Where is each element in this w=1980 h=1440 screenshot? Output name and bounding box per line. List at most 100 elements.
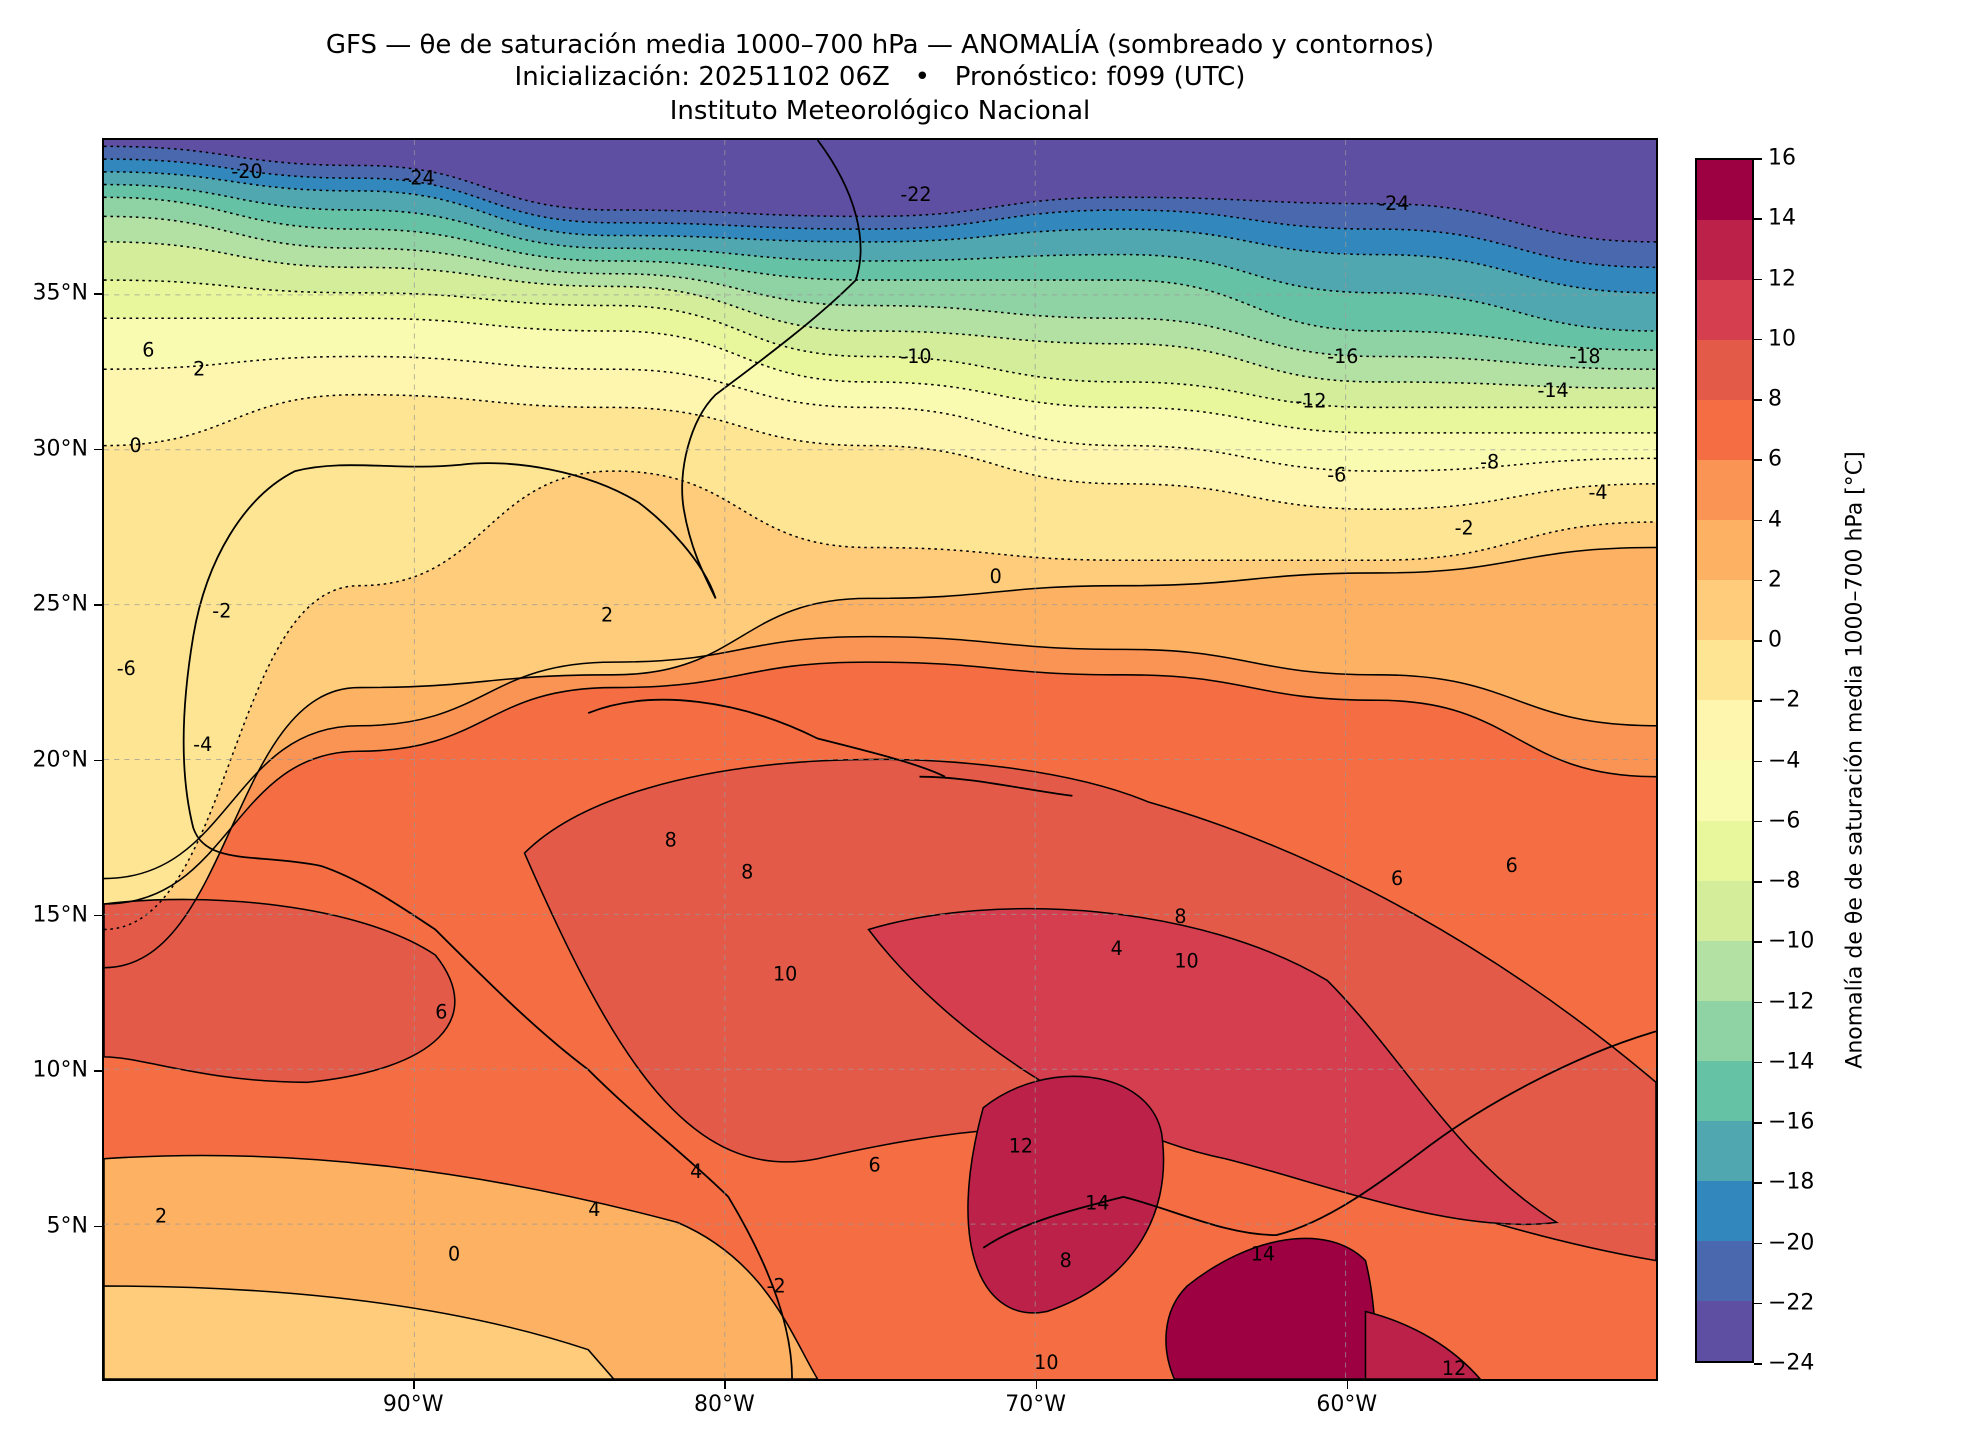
- coastline-0: [182, 140, 862, 1379]
- colorbar-tick-label: 2: [1768, 567, 1782, 593]
- contour-label: 2: [193, 358, 205, 381]
- colorbar-tick-mark: [1754, 1061, 1762, 1064]
- colorbar-tick-label: −14: [1768, 1049, 1815, 1075]
- contour-line--10: [104, 279, 1656, 409]
- contour-label: -12: [1295, 389, 1326, 412]
- y-tick-mark: [94, 759, 102, 761]
- colorbar-tick-label: −10: [1768, 928, 1815, 954]
- contour-label: -2: [212, 600, 231, 623]
- contour-label: -20: [231, 160, 262, 183]
- contour-label: 2: [601, 603, 613, 626]
- colorbar-tick-label: 4: [1768, 507, 1782, 532]
- colorbar-tick-label: −20: [1768, 1230, 1815, 1255]
- colorbar-tick-label: −24: [1768, 1350, 1815, 1376]
- map-plot-area: -20 -24 -22 -24 -10 -16 -12 -18 -14 -8 -6 -4 -2 0 2 -2-…: [102, 138, 1658, 1381]
- colorbar-swatch: [1697, 1240, 1752, 1301]
- colorbar-tick-mark: [1754, 760, 1762, 762]
- x-tick-mark: [1035, 1381, 1038, 1389]
- colorbar-swatch: [1697, 940, 1752, 1001]
- contour-label: -22: [900, 183, 931, 206]
- contour-label: -24: [1378, 192, 1409, 215]
- contour-label: 4: [690, 1160, 702, 1183]
- x-tick-label: 80°W: [694, 1392, 755, 1417]
- warm-anomaly-region-3: [104, 1285, 615, 1379]
- colorbar-tick-mark: [1754, 1302, 1762, 1305]
- colorbar-tick-label: 16: [1768, 145, 1796, 171]
- y-tick-label: 10°N: [32, 1057, 88, 1083]
- colorbar-tick-mark: [1754, 218, 1762, 220]
- contour-label: 8: [1060, 1249, 1072, 1272]
- coastline-3: [982, 1030, 1656, 1249]
- colorbar-tick-mark: [1754, 1363, 1762, 1365]
- y-tick-label: 25°N: [32, 591, 88, 617]
- colorbar-swatch: [1697, 460, 1752, 521]
- y-tick-mark: [94, 448, 102, 451]
- contour-label: 6: [869, 1153, 881, 1176]
- warm-anomaly-region-1: [104, 898, 456, 1084]
- colorbar-tick-mark: [1754, 820, 1762, 823]
- colorbar-swatch: [1697, 700, 1752, 761]
- colorbar: [1695, 158, 1754, 1363]
- colorbar-swatch: [1697, 520, 1752, 581]
- contour-label: 2: [155, 1204, 167, 1227]
- colorbar-label: Anomalía de θe de saturación media 1000–…: [1842, 451, 1868, 1069]
- contour-label: 6: [142, 338, 154, 361]
- colorbar-tick-mark: [1754, 881, 1762, 883]
- x-tick-label: 90°W: [382, 1392, 444, 1417]
- warm-anomaly-region-7: [1364, 1310, 1482, 1379]
- contour-label: -4: [193, 733, 212, 756]
- y-tick-label: 15°N: [32, 902, 88, 928]
- contour-label: 6: [1506, 854, 1518, 877]
- colorbar-swatch: [1697, 640, 1752, 701]
- colorbar-tick-label: −22: [1768, 1290, 1815, 1316]
- contour-label: 10: [773, 962, 797, 985]
- contour-label: 8: [741, 861, 753, 884]
- colorbar-tick-mark: [1754, 278, 1762, 280]
- y-tick-mark: [94, 293, 102, 295]
- colorbar-tick-mark: [1754, 1182, 1762, 1184]
- warm-anomaly-region-5: [967, 1075, 1165, 1314]
- coastline-2: [919, 775, 1073, 797]
- contour-line--4: [104, 393, 1656, 511]
- y-tick-label: 5°N: [46, 1213, 88, 1239]
- chart-subtitle-institution: Instituto Meteorológico Nacional: [669, 96, 1091, 126]
- contour-line-0: [104, 546, 1656, 969]
- colorbar-swatch: [1697, 1060, 1752, 1121]
- colorbar-tick-mark: [1754, 700, 1762, 702]
- colorbar-tick-label: 6: [1768, 446, 1782, 472]
- contour-line--6: [104, 355, 1656, 472]
- contour-line-4: [104, 661, 1656, 905]
- contour-line--8: [104, 317, 1656, 434]
- colorbar-tick-label: −8: [1768, 868, 1801, 894]
- colorbar-swatch: [1697, 580, 1752, 641]
- contour-line--14: [104, 215, 1656, 370]
- colorbar-swatch: [1697, 400, 1752, 461]
- colorbar-swatch: [1697, 760, 1752, 821]
- y-tick-mark: [94, 914, 102, 917]
- colorbar-swatch: [1697, 220, 1752, 281]
- colorbar-tick-label: 12: [1768, 266, 1796, 291]
- contour-label: 4: [588, 1198, 600, 1221]
- y-tick-mark: [94, 1070, 102, 1072]
- contour-label: 10: [1034, 1351, 1058, 1374]
- contour-label: -16: [1327, 345, 1358, 368]
- contour-line--20: [104, 171, 1656, 294]
- colorbar-swatch: [1697, 160, 1752, 221]
- colorbar-swatch: [1697, 340, 1752, 401]
- colorbar-swatch: [1697, 1180, 1752, 1241]
- colorbar-tick-label: −18: [1768, 1169, 1815, 1195]
- contour-label: 0: [129, 434, 141, 457]
- contour-line--12: [104, 241, 1656, 390]
- colorbar-swatch: [1697, 1300, 1752, 1361]
- contour-label: 0: [448, 1243, 460, 1266]
- contour-label: 8: [1174, 905, 1186, 928]
- colorbar-tick-mark: [1754, 399, 1762, 401]
- y-tick-mark: [94, 1225, 102, 1228]
- contour-label: 14: [1085, 1192, 1109, 1215]
- colorbar-swatch: [1697, 280, 1752, 341]
- contour-label: -2: [767, 1274, 786, 1297]
- contour-label: 14: [1251, 1243, 1275, 1266]
- colorbar-tick-label: −2: [1768, 687, 1801, 713]
- colorbar-tick-mark: [1754, 1242, 1762, 1244]
- contour-label: 10: [1174, 950, 1198, 973]
